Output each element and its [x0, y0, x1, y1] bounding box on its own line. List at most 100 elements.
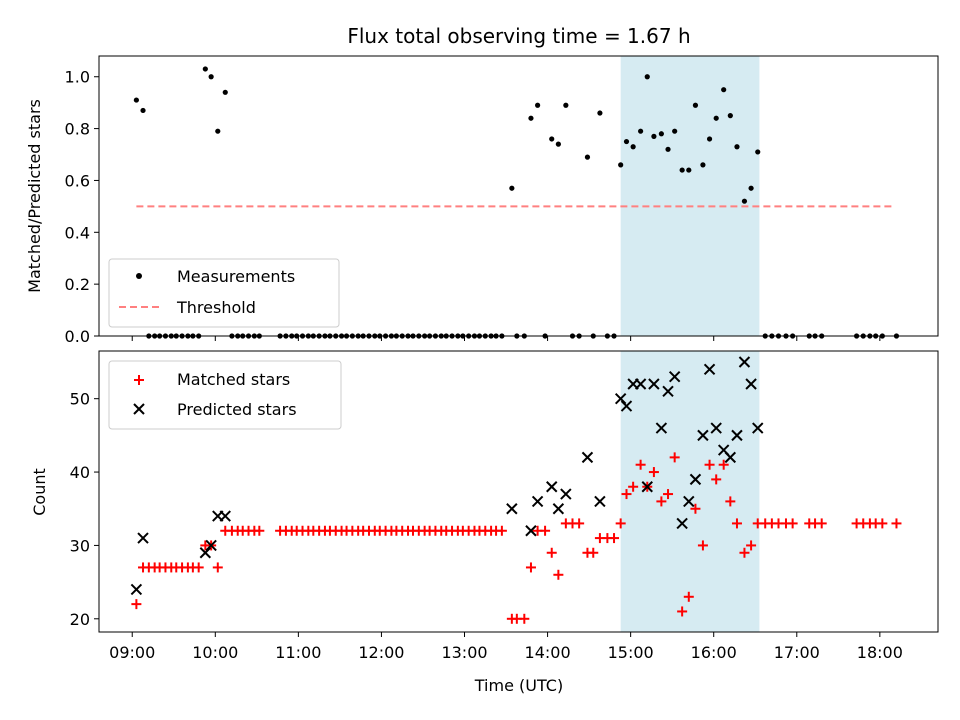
predicted-star-point — [531, 495, 544, 508]
predicted-star-point — [219, 510, 231, 522]
predicted-star-point — [205, 539, 217, 552]
ratio-y-tick-label: 1.0 — [65, 68, 90, 87]
measurement-point — [549, 136, 555, 142]
counts-legend-box — [108, 360, 342, 430]
measurement-point — [215, 128, 221, 134]
measurement-point — [140, 107, 146, 114]
measurement-point — [133, 97, 139, 103]
counts-y-ticks: 20 30 40 50 — [70, 390, 99, 629]
counts-y-tick-label: 50 — [70, 390, 90, 409]
predicted-star-point — [697, 429, 709, 442]
measurement-point — [563, 102, 569, 108]
shaded-interval-bottom — [620, 351, 760, 632]
counts-y-axis-label: Count — [30, 468, 49, 516]
matched-star-point — [746, 540, 757, 551]
predicted-star-point — [662, 385, 674, 398]
measurement-point — [672, 128, 678, 134]
measurement-point — [721, 87, 727, 93]
predicted-star-point — [594, 495, 606, 508]
measurement-point — [665, 146, 671, 152]
matched-star-point — [254, 525, 265, 536]
predicted-star-point — [683, 495, 695, 508]
measurement-point — [222, 89, 228, 95]
predicted-star-point — [648, 378, 660, 390]
matched-star-point — [725, 496, 736, 507]
ratio-y-tick-label: 0.6 — [65, 171, 90, 190]
predicted-star-point — [506, 503, 518, 515]
predicted-star-point — [581, 451, 594, 464]
matched-star-point — [690, 503, 701, 514]
counts-y-tick-label: 40 — [70, 463, 90, 482]
measurement-point — [535, 102, 541, 108]
x-tick-label: 13:00 — [441, 643, 487, 662]
matched-star-point — [787, 518, 798, 529]
legend-matched-marker — [134, 375, 144, 385]
predicted-star-point — [199, 547, 212, 559]
predicted-star-point — [738, 356, 751, 368]
predicted-star-point — [655, 422, 668, 434]
x-tick-label: 15:00 — [608, 643, 654, 662]
ratio-y-tick-label: 0.0 — [65, 327, 90, 346]
matched-star-point — [615, 518, 626, 529]
matched-star-point — [683, 591, 694, 602]
measurement-point — [630, 144, 636, 150]
legend-measurements-label: Measurements — [177, 267, 295, 286]
ratio-x-ticks — [131, 336, 881, 341]
matched-star-point — [718, 459, 729, 470]
matched-star-point — [648, 467, 659, 478]
matched-star-point — [697, 540, 708, 551]
predicted-star-point — [641, 481, 653, 493]
measurement-point — [623, 138, 630, 145]
measurement-point — [618, 162, 624, 168]
predicted-star-point — [137, 532, 149, 544]
matched-star-point — [212, 562, 223, 573]
predicted-star-point — [546, 481, 558, 493]
matched-star-point — [663, 489, 674, 500]
matched-star-point — [816, 518, 827, 529]
predicted-star-point — [676, 517, 688, 530]
legend-threshold-label: Threshold — [176, 298, 256, 317]
ratio-legend: Measurements Threshold — [108, 258, 340, 328]
matched-star-point — [496, 525, 507, 536]
chart-title: Flux total observing time = 1.67 h — [347, 24, 690, 48]
matched-star-point — [891, 518, 902, 529]
predicted-star-point — [710, 422, 722, 434]
predicted-star-point — [560, 488, 572, 500]
predicted-star-point — [724, 451, 737, 464]
measurement-point — [658, 131, 664, 137]
matched-star-point — [677, 606, 688, 617]
ratio-y-ticks: 0.0 0.2 0.4 0.6 0.8 1.0 — [65, 68, 99, 346]
ratio-legend-box — [108, 258, 340, 328]
predicted-star-point — [614, 392, 627, 405]
predicted-star-point — [668, 370, 681, 383]
ratio-y-tick-label: 0.8 — [65, 120, 90, 139]
predicted-star-point — [620, 400, 633, 412]
counts-legend: Matched stars Predicted stars — [108, 360, 342, 430]
predicted-star-points — [130, 356, 764, 596]
predicted-star-point — [525, 525, 537, 537]
measurement-point — [651, 133, 657, 139]
matched-star-point — [588, 547, 599, 558]
x-axis-label: Time (UTC) — [474, 676, 563, 695]
measurement-point — [509, 185, 515, 191]
measurement-point — [706, 136, 713, 142]
measurement-point — [713, 115, 719, 121]
predicted-star-point — [703, 363, 716, 376]
predicted-star-point — [731, 429, 743, 442]
predicted-star-point — [752, 422, 764, 434]
measurement-point — [700, 162, 706, 168]
measurement-point — [679, 167, 685, 173]
matched-star-point — [711, 474, 722, 485]
ratio-y-axis-label: Matched/Predicted stars — [25, 99, 44, 293]
x-tick-label: 16:00 — [691, 643, 737, 662]
legend-predicted-label: Predicted stars — [177, 400, 297, 419]
x-tick-label: 14:00 — [525, 643, 571, 662]
legend-measurements-marker — [136, 273, 142, 279]
matched-star-point — [540, 525, 551, 536]
counts-y-tick-label: 20 — [70, 610, 90, 629]
predicted-star-point — [689, 473, 702, 486]
x-tick-label: 17:00 — [774, 643, 820, 662]
shaded-interval-top — [620, 56, 760, 336]
matched-star-point — [656, 496, 667, 507]
ratio-y-tick-label: 0.4 — [65, 223, 90, 242]
